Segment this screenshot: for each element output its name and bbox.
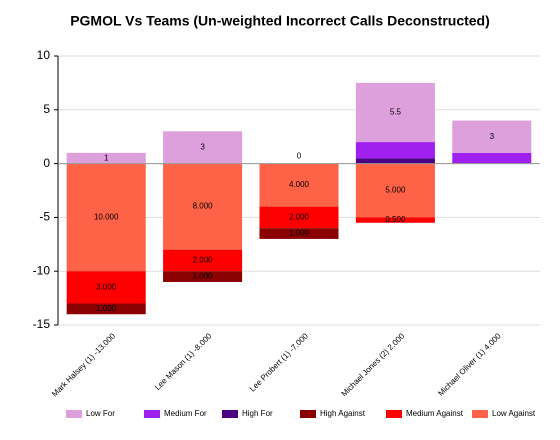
y-tick-label: 5: [43, 102, 50, 116]
data-label: 5.000: [385, 186, 406, 195]
bar-segment: [355, 142, 435, 159]
data-label: 0.500: [385, 215, 406, 224]
y-tick-label: 10: [37, 48, 51, 62]
bar-segment: [66, 163, 146, 272]
data-label: 0: [297, 152, 302, 161]
chart-title: PGMOL Vs Teams (Un-weighted Incorrect Ca…: [70, 13, 490, 29]
bar-segment: [163, 249, 243, 272]
data-label: 1.000: [96, 304, 117, 313]
legend-label: Low Against: [492, 409, 536, 418]
bar-segment: [355, 217, 435, 223]
bar-segment: [66, 152, 146, 164]
bar-segment: [355, 163, 435, 218]
data-label: 3: [490, 132, 495, 141]
legend-swatch: [222, 410, 238, 418]
data-label: 4.000: [289, 180, 310, 189]
data-label: 5.5: [390, 108, 402, 117]
y-tick-label: -10: [33, 263, 51, 277]
data-label: 1: [104, 153, 109, 162]
bar-segment: [66, 303, 146, 315]
bar-segment: [452, 152, 532, 164]
legend-swatch: [472, 410, 488, 418]
data-label: 1.000: [289, 229, 310, 238]
x-tick-label: Lee Mason (1) -8.000: [153, 331, 214, 392]
bar-segment: [163, 163, 243, 250]
legend-label: Medium For: [164, 409, 207, 418]
data-label: 1.000: [193, 272, 214, 281]
data-label: 2.000: [193, 256, 214, 265]
bar-segment: [163, 131, 243, 164]
x-tick-label: Michael Oliver (1) 4.000: [436, 331, 503, 398]
legend-swatch: [66, 410, 82, 418]
legend-label: Low For: [86, 409, 115, 418]
bar-segment: [355, 82, 435, 143]
y-tick-label: -15: [33, 317, 51, 331]
bar-segment: [355, 158, 435, 164]
bar-segment: [259, 228, 339, 239]
x-tick-label: Lee Probert (1) -7.000: [248, 331, 310, 393]
legend-label: Medium Against: [406, 409, 464, 418]
legend-swatch: [300, 410, 316, 418]
legend-label: High Against: [320, 409, 366, 418]
bar-segment: [66, 271, 146, 304]
bar-segment: [163, 271, 243, 282]
data-label: 2.000: [289, 213, 310, 222]
x-tick-label: Mark Halsey (1) -13.000: [50, 331, 117, 398]
legend-swatch: [144, 410, 160, 418]
bar-segment: [259, 163, 339, 207]
data-label: 10.000: [94, 213, 119, 222]
x-tick-label: Michael Jones (2) 2.000: [340, 331, 407, 398]
data-label: 3: [200, 143, 205, 152]
data-label: 8.000: [193, 202, 214, 211]
bar-segment: [452, 120, 532, 153]
legend-label: High For: [242, 409, 273, 418]
legend-swatch: [386, 410, 402, 418]
y-tick-label: 0: [43, 156, 50, 170]
data-label: 3.000: [96, 282, 117, 291]
y-tick-label: -5: [39, 210, 50, 224]
bar-segment: [259, 206, 339, 229]
